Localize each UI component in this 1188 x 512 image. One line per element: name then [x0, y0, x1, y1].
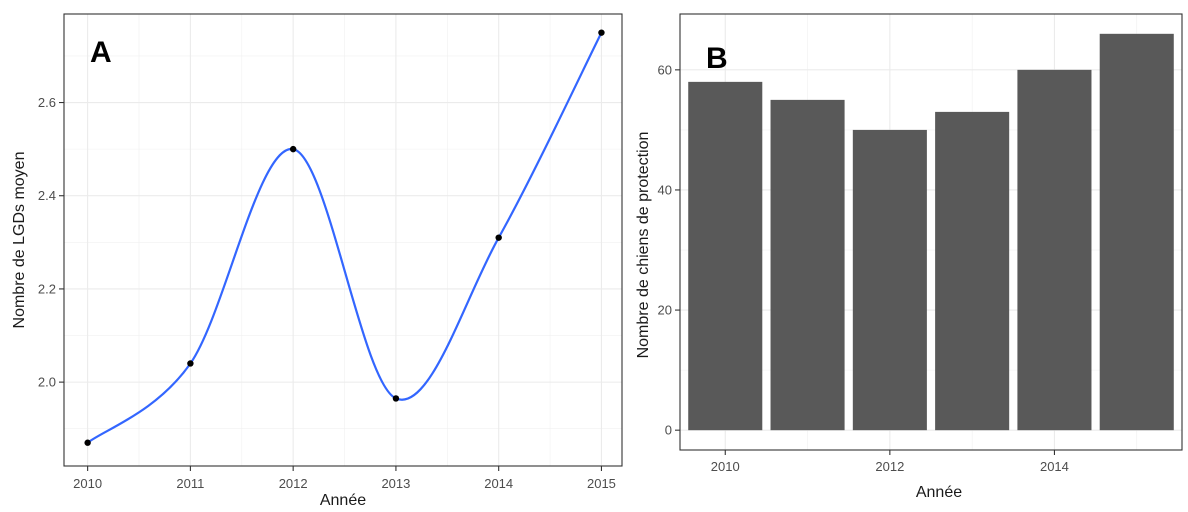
panel-a-label: A — [90, 36, 112, 69]
panel-a-y-tick-label: 2.4 — [38, 188, 56, 203]
panel-a-data-point — [495, 234, 502, 241]
panel-a-data-point — [392, 395, 400, 402]
panel-a-gridlines — [64, 14, 622, 466]
panel-a-x-tick-label: 2011 — [176, 476, 204, 491]
panel-a-y-tick-label: 2.0 — [38, 375, 56, 390]
panel-a-chart: 2010 2011 2012 2013 2014 2015 2.0 2.2 2.4 2.6 A A… — [11, 13, 623, 509]
panel-b-y-tick-label: 40 — [658, 182, 672, 197]
panel-b-bar — [1017, 69, 1092, 431]
panel-b-label: B — [706, 42, 728, 75]
panel-a-x-tick-label: 2012 — [279, 476, 308, 491]
panel-b-x-tick-label: 2012 — [875, 459, 904, 474]
panel-a-x-tick-label: 2013 — [381, 476, 410, 491]
panel-b-bars — [688, 33, 1174, 431]
panel-b-y-tick-label: 60 — [658, 62, 672, 77]
panel-a-x-axis-title: Année — [320, 492, 366, 509]
panel-b-bar — [852, 129, 927, 431]
panel-a-data-point — [187, 360, 194, 367]
panel-a-data-point — [84, 439, 91, 446]
panel-a-border — [63, 13, 623, 467]
panel-a-ticks: 2010 2011 2012 2013 2014 2015 2.0 2.2 2.4 2.6 — [38, 95, 616, 491]
panel-b-y-axis-title: Nombre de chiens de protection — [635, 132, 652, 359]
panel-a-points — [84, 29, 605, 446]
panel-a-x-tick-label: 2010 — [73, 476, 102, 491]
panel-b-y-tick-label: 20 — [658, 303, 672, 318]
panel-a-y-tick-label: 2.6 — [38, 95, 56, 110]
panel-b-border — [679, 13, 1183, 451]
panel-b-x-tick-label: 2010 — [711, 459, 740, 474]
panel-b-bar — [688, 81, 763, 431]
panel-a-y-axis-title: Nombre de LGDs moyen — [11, 152, 28, 329]
panel-b-x-tick-label: 2014 — [1040, 459, 1069, 474]
panel-a-data-point — [289, 145, 297, 153]
panel-b-bar — [935, 111, 1010, 431]
panel-a-y-tick-label: 2.2 — [38, 281, 56, 296]
panel-b-bar — [1099, 33, 1174, 431]
panel-b-bar — [770, 99, 845, 431]
panel-a-x-tick-label: 2014 — [484, 476, 513, 491]
panel-a-background — [64, 14, 622, 466]
panel-b-background — [680, 14, 1182, 450]
panel-b-chart: 0 20 40 60 2010 2012 2014 B Année Nombre de ch… — [635, 13, 1183, 501]
panel-b-y-tick-label: 0 — [665, 423, 672, 438]
panel-b-x-axis-title: Année — [916, 484, 962, 501]
panel-a-x-tick-label: 2015 — [587, 476, 616, 491]
panel-b-ticks: 0 20 40 60 2010 2012 2014 — [658, 62, 1069, 474]
panel-a-data-point — [598, 29, 605, 36]
